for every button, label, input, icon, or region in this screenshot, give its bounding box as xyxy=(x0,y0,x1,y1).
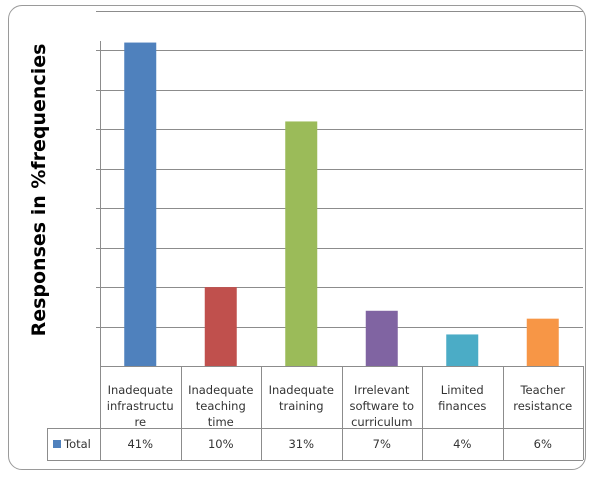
category-label-line: teaching xyxy=(196,399,246,413)
category-label-line: training xyxy=(279,399,324,413)
legend-series-name: Total xyxy=(63,437,91,451)
bar xyxy=(285,121,318,366)
category-label-line: Limited xyxy=(441,383,484,397)
category-cell: Limited finances xyxy=(438,383,486,413)
data-value-label: 10% xyxy=(208,437,234,451)
category-label-line: Irrelevant xyxy=(354,383,410,397)
category-label-line: Teacher xyxy=(519,383,565,397)
category-label-line: resistance xyxy=(513,399,572,413)
category-cell: Inadequate teaching time xyxy=(188,383,253,429)
category-label: Inadequate teaching time xyxy=(188,383,253,429)
category-label-line: Inadequate xyxy=(188,383,253,397)
legend-key xyxy=(53,440,61,448)
data-value-label: 41% xyxy=(127,437,153,451)
category-label: Limited finances xyxy=(438,383,486,413)
category-label: Inadequate training xyxy=(269,383,334,413)
category-label-line: infrastructu xyxy=(107,399,174,413)
data-value-label: 7% xyxy=(373,437,391,451)
data-value-label: 4% xyxy=(453,437,471,451)
bars xyxy=(124,42,559,367)
bar xyxy=(365,310,398,366)
y-axis-label: Responses in %frequencies xyxy=(28,44,50,337)
category-label-line: Inadequate xyxy=(108,383,173,397)
category-label-line: time xyxy=(208,415,234,429)
bar xyxy=(526,318,559,366)
category-label-line: re xyxy=(134,415,146,429)
gridlines xyxy=(96,11,583,366)
data-value-label: 31% xyxy=(288,437,314,451)
category-label-line: finances xyxy=(438,399,486,413)
category-label: Irrelevant software to curriculum xyxy=(349,383,414,429)
category-label-line: software to xyxy=(349,399,414,413)
category-cell: Inadequate training xyxy=(269,383,334,413)
bar xyxy=(446,334,479,366)
category-cell: Teacher resistance xyxy=(513,383,572,413)
data-table: Inadequate infrastructu re Inadequate teachi… xyxy=(47,366,584,461)
category-label-line: Inadequate xyxy=(269,383,334,397)
category-label-line: curriculum xyxy=(351,415,412,429)
category-cell: Inadequate infrastructu re xyxy=(107,383,174,429)
bar xyxy=(124,42,157,367)
category-label: Teacher resistance xyxy=(513,383,572,413)
data-value-label: 6% xyxy=(534,437,552,451)
bar xyxy=(204,287,237,366)
category-label: Inadequate infrastructu re xyxy=(107,383,174,429)
category-cell: Irrelevant software to curriculum xyxy=(349,383,414,429)
